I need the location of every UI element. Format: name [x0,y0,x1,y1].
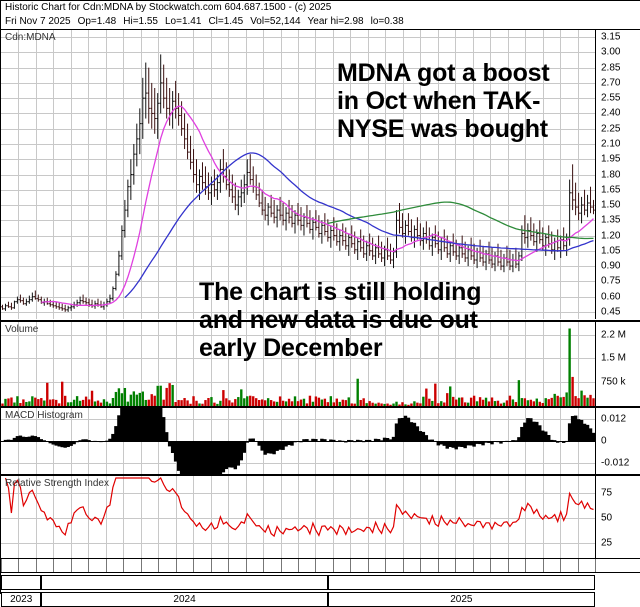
axis-tick-label: 2.10 [601,138,621,150]
axis-tick-label: 1.95 [601,153,621,165]
quote-high: Hi=1.55 [123,16,158,27]
year-label-2025: 2025 [327,592,595,607]
year-label-2024: 2024 [41,592,328,607]
quote-close: Cl=1.45 [208,16,244,27]
axis-tick-label: 1.05 [601,245,621,257]
quote-volume: Vol=52,144 [250,16,301,27]
volume-plot [1,322,595,406]
axis-tick-label: 0.012 [601,413,627,425]
price-axis: 3.15 3.00 2.85 2.70 2.55 2.40 2.25 2.10 1.95 1.80… [595,30,640,319]
volume-axis: 2.2 M 1.5 M 750 k [595,322,640,406]
axis-tick-label: 2.70 [601,77,621,89]
price-pane-label: Cdn:MDNA [5,32,56,43]
year-band-2025 [327,575,595,590]
axis-tick-label: 1.80 [601,169,621,180]
axis-tick-label: 0 [601,435,607,447]
year-band-2024 [41,575,328,590]
price-pane: Cdn:MDNA 3.15 3.00 2.85 2.70 2.55 2.40 2.25 2.1… [1,30,640,321]
rsi-pane-label: Relative Strength Index [5,478,109,489]
axis-tick-label: 1.35 [601,214,621,226]
header-quote-line: Fri Nov 7 2025 Op=1.48 Hi=1.55 Lo=1.41 Cl=1.… [1,15,640,29]
axis-tick-label: 0.75 [601,275,621,287]
axis-tick-label: 0.45 [601,306,621,318]
axis-tick-label: 1.65 [601,184,621,196]
axis-tick-label: 2.2 M [601,329,627,341]
volume-pane: Volume 2.2 M 1.5 M 750 k [1,321,640,407]
quote-year-low: lo=0.38 [370,16,404,27]
year-band-2023 [1,575,42,590]
axis-tick-label: 50 [601,512,613,524]
axis-tick-label: 1.5 M [601,352,627,364]
annotation-middle: The chart is still holding and new data … [199,278,482,362]
rsi-pane: Relative Strength Index 75 50 25 [1,475,640,559]
axis-tick-label: 75 [601,487,613,499]
header-title: Historic Chart for Cdn:MDNA by Stockwatc… [5,2,332,13]
axis-tick-label: 2.85 [601,62,621,74]
axis-tick-label: 25 [601,537,613,549]
axis-tick-label: 1.50 [601,199,621,211]
macd-pane: MACD Histogram 0.012 0 -0.012 [1,407,640,475]
macd-axis: 0.012 0 -0.012 [595,408,640,474]
axis-tick-label: 0.90 [601,260,621,272]
quote-year-high: Year hi=2.98 [307,16,364,27]
axis-tick-label: -0.012 [601,457,630,469]
chart-header: Historic Chart for Cdn:MDNA by Stockwatc… [1,1,640,30]
price-plot [1,30,595,319]
axis-tick-label: 2.40 [601,107,621,119]
axis-tick-label: 3.00 [601,46,621,58]
axis-tick-label: 2.55 [601,92,621,104]
quote-date: Fri Nov 7 2025 [5,16,71,27]
axis-tick-label: 0.60 [601,291,621,303]
macd-pane-label: MACD Histogram [5,410,83,421]
axis-tick-label: 750 k [601,376,626,388]
rsi-axis: 75 50 25 [595,476,640,558]
macd-plot [1,408,595,474]
axis-tick-label: 1.20 [601,230,621,242]
axis-tick-label: 2.25 [601,123,621,135]
axis-tick-label: 3.15 [601,31,621,43]
year-axis: 2023 2024 2025 [1,559,640,607]
rsi-plot [1,476,595,558]
quote-open: Op=1.48 [77,16,117,27]
year-label-2023: 2023 [1,592,42,607]
quote-low: Lo=1.41 [165,16,202,27]
annotation-top: MDNA got a boost in Oct when TAK- NYSE w… [337,59,550,143]
volume-pane-label: Volume [5,324,39,335]
